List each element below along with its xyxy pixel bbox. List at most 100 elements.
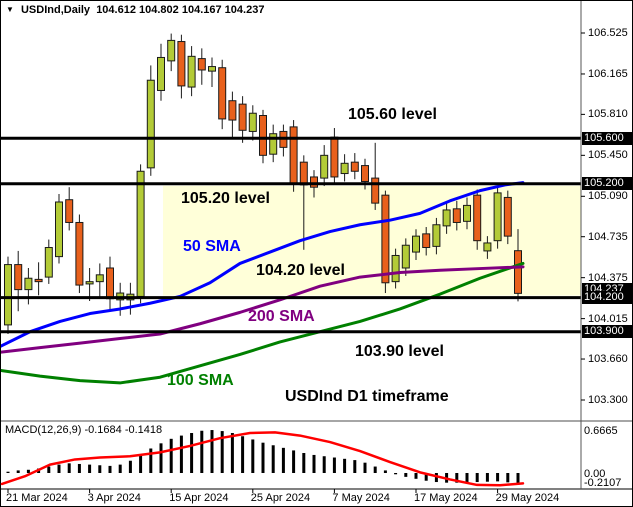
price-axis-label: 104.375 <box>588 271 628 284</box>
bear-candle <box>238 103 247 131</box>
macd-histogram-bar <box>394 473 398 475</box>
macd-histogram-bar <box>302 453 306 473</box>
macd-histogram-bar <box>88 464 92 473</box>
macd-histogram-bar <box>261 442 265 473</box>
macd-indicator-panel[interactable] <box>0 430 525 487</box>
sma-50-line[interactable] <box>0 181 525 349</box>
macd-histogram-bar <box>6 471 10 473</box>
time-axis-label: 17 May 2024 <box>414 492 478 504</box>
bull-candle <box>24 277 33 291</box>
macd-histogram-bar <box>200 430 204 473</box>
macd-histogram-bar <box>322 456 326 473</box>
macd-scale-label: 0.6665 <box>584 424 618 437</box>
price-axis-label: 106.165 <box>588 67 628 80</box>
macd-histogram-bar <box>16 470 20 473</box>
macd-histogram-bar <box>485 473 489 482</box>
macd-histogram-bar <box>190 433 194 473</box>
annotation-200-sma[interactable]: 200 SMA <box>248 308 315 325</box>
symbol-name: USDInd,Daily <box>20 4 91 16</box>
bull-candle <box>187 55 196 88</box>
macd-histogram-bar <box>373 466 377 473</box>
annotation-50-sma[interactable]: 50 SMA <box>183 238 241 255</box>
macd-histogram-bar <box>516 473 520 484</box>
annotation-103-90-level[interactable]: 103.90 level <box>355 343 444 360</box>
bull-candle <box>95 274 104 283</box>
macd-histogram-bar <box>292 450 296 473</box>
macd-histogram-bar <box>383 470 387 473</box>
sma-200-line[interactable] <box>0 265 525 354</box>
price-axis-label: 106.525 <box>588 27 628 39</box>
macd-histogram-bar <box>332 457 336 473</box>
bear-candle <box>371 177 380 204</box>
bull-candle <box>167 39 176 62</box>
bear-candle <box>289 126 298 185</box>
bull-candle <box>208 66 216 72</box>
macd-histogram-bar <box>159 443 163 473</box>
macd-histogram-bar <box>67 463 71 473</box>
macd-histogram-bar <box>363 462 367 473</box>
quote-open: 104.612 <box>96 4 136 16</box>
macd-histogram-bar <box>465 473 469 483</box>
bear-candle <box>381 194 390 284</box>
bull-candle <box>4 264 12 326</box>
bull-candle <box>391 254 400 283</box>
level-price-tag: 104.200 <box>582 291 633 305</box>
price-axis-label: 103.660 <box>588 353 628 366</box>
bull-candle <box>401 244 410 269</box>
bull-candle <box>146 79 155 169</box>
bull-candle <box>463 204 471 222</box>
bull-candle <box>136 170 145 297</box>
macd-histogram-bar <box>281 447 285 473</box>
bull-candle <box>157 56 165 91</box>
macd-histogram-bar <box>169 438 173 473</box>
symbol-ohlc-title: ▼ USDInd,Daily 104.612 104.802 104.167 1… <box>6 4 264 16</box>
bear-candle <box>350 161 359 172</box>
bull-candle <box>44 247 53 278</box>
annotation-104-20-level[interactable]: 104.20 level <box>256 262 345 279</box>
macd-histogram-bar <box>506 473 510 483</box>
bull-candle <box>269 133 278 155</box>
bull-candle <box>483 242 492 252</box>
macd-scale-label: -0.2107 <box>584 477 622 489</box>
time-axis-label: 29 May 2024 <box>495 492 560 504</box>
bull-candle <box>442 209 451 227</box>
bear-candle <box>361 165 369 183</box>
annotation-100-sma[interactable]: 100 SMA <box>167 372 234 389</box>
macd-histogram-bar <box>47 466 51 473</box>
bull-candle <box>340 162 349 175</box>
bull-candle <box>55 201 63 258</box>
bear-candle <box>259 115 267 156</box>
macd-histogram-bar <box>241 436 245 473</box>
time-axis-label: 21 Mar 2024 <box>6 492 68 504</box>
candlestick-layer <box>4 33 522 334</box>
collapse-triangle-icon[interactable]: ▼ <box>6 5 14 14</box>
macd-histogram-bar <box>230 433 234 473</box>
annotation-105-20-level[interactable]: 105.20 level <box>181 190 270 207</box>
bear-candle <box>310 176 318 188</box>
price-axis-label: 105.810 <box>588 108 628 121</box>
macd-scale-label: 0.00 <box>584 467 606 480</box>
macd-histogram-bar <box>77 463 81 473</box>
macd-histogram-bar <box>220 431 224 473</box>
bear-candle <box>503 196 512 237</box>
macd-histogram-bar <box>353 460 357 473</box>
horizontal-level-lines[interactable] <box>0 136 581 334</box>
bear-candle <box>14 264 23 291</box>
annotation-105-60-level[interactable]: 105.60 level <box>348 106 437 123</box>
time-axis-label: 25 Apr 2024 <box>250 492 311 504</box>
bear-candle <box>299 161 308 186</box>
time-axis-label: 3 Apr 2024 <box>87 492 141 504</box>
macd-histogram-bar <box>139 454 143 473</box>
quote-close: 104.237 <box>224 4 265 16</box>
annotation-timeframe[interactable]: USDInd D1 timeframe <box>285 388 449 405</box>
bull-candle <box>248 112 257 132</box>
bull-candle <box>320 154 329 179</box>
macd-histogram-bar <box>496 473 500 482</box>
macd-signal-line[interactable] <box>0 431 525 487</box>
time-axis-label: 15 Apr 2024 <box>169 492 229 504</box>
axis-ticks <box>7 32 585 493</box>
bear-candle <box>75 221 84 286</box>
price-axis-label: 105.450 <box>588 149 628 162</box>
